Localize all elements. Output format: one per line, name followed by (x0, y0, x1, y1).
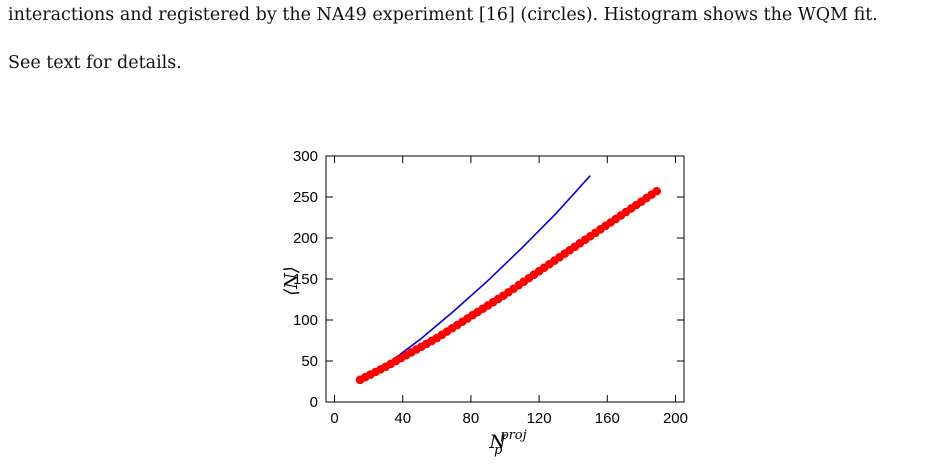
x-axis-label-sub: p (494, 443, 503, 458)
axis-ticks (326, 155, 684, 403)
y-tick-label-150: 150 (293, 271, 318, 288)
x-axis-label: Npproj (488, 428, 526, 458)
x-tick-label-40: 40 (394, 410, 411, 427)
wqm-fit-line (359, 175, 591, 381)
y-tick-labels: 0 50 100 150 200 250 300 (293, 148, 318, 411)
y-tick-label-50: 50 (301, 353, 318, 370)
x-tick-label-160: 160 (595, 410, 620, 427)
y-tick-label-250: 250 (293, 189, 318, 206)
figure-caption: interactions and registered by the NA49 … (8, 0, 938, 78)
x-axis-label-sup: proj (500, 428, 526, 443)
y-axis-label: ⟨N⟩ (281, 266, 302, 296)
data-point-58 (652, 186, 662, 196)
x-tick-label-120: 120 (527, 410, 552, 427)
y-tick-label-0: 0 (310, 394, 318, 411)
y-tick-label-200: 200 (293, 230, 318, 247)
caption-line-2: See text for details. (8, 53, 182, 73)
x-tick-labels: 0 40 80 120 160 200 (330, 410, 688, 427)
x-axis-label-main: N (488, 431, 507, 453)
x-tick-label-80: 80 (463, 410, 480, 427)
plot-frame (325, 155, 685, 403)
x-tick-label-0: 0 (330, 410, 338, 427)
na49-circles (355, 186, 662, 385)
y-tick-label-100: 100 (293, 312, 318, 329)
caption-line-1: interactions and registered by the NA49 … (8, 5, 878, 25)
x-tick-label-200: 200 (663, 410, 688, 427)
y-tick-label-300: 300 (293, 148, 318, 165)
